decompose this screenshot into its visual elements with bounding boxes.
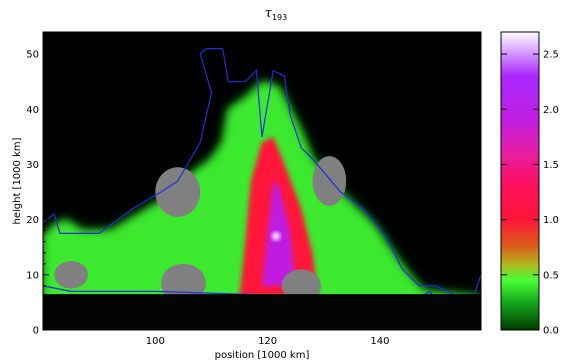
y-tick-label-10: 10 xyxy=(26,270,39,281)
colorbar-tick-label-1: 0.5 xyxy=(543,270,559,281)
y-tick-label-20: 20 xyxy=(26,215,39,226)
y-tick-label-50: 50 xyxy=(26,50,39,61)
x-axis-ticks: 100 120 140 xyxy=(42,32,465,347)
chart-title: τ193 xyxy=(265,6,287,22)
colorbar: 0.0 0.5 1.0 1.5 2.0 2.5 xyxy=(500,31,559,337)
contour-upper xyxy=(43,47,481,304)
x-tick-label-140: 140 xyxy=(370,336,389,347)
y-axis-label: height [1000 km] xyxy=(12,137,23,224)
plot-area: 100 120 140 0 10 20 30 40 50 xyxy=(26,31,482,347)
heatmap-layer xyxy=(43,81,481,330)
y-tick-label-30: 30 xyxy=(26,160,39,171)
colorbar-tick-label-0: 0.0 xyxy=(543,326,559,337)
y-tick-label-0: 0 xyxy=(33,326,39,337)
title-subscript: 193 xyxy=(272,13,287,22)
colorbar-ticks: 0.0 0.5 1.0 1.5 2.0 2.5 xyxy=(501,50,559,337)
x-tick-label-120: 120 xyxy=(258,336,277,347)
noise-floor xyxy=(43,294,481,330)
colorbar-tick-label-5: 2.5 xyxy=(543,50,559,61)
y-tick-label-40: 40 xyxy=(26,105,39,116)
title-symbol: τ xyxy=(265,6,273,21)
colorbar-tick-label-2: 1.0 xyxy=(543,215,559,226)
colorbar-tick-label-4: 2.0 xyxy=(543,105,559,116)
plot-frame xyxy=(42,31,482,331)
colorbar-bar xyxy=(500,31,540,331)
colorbar-tick-label-3: 1.5 xyxy=(543,160,559,171)
saturated-blob-2 xyxy=(54,261,88,289)
x-tick-label-100: 100 xyxy=(146,336,165,347)
x-axis-label: position [1000 km] xyxy=(215,350,310,361)
peak-point xyxy=(272,232,281,241)
y-axis-ticks: 0 10 20 30 40 50 xyxy=(26,31,481,337)
saturated-blob-1 xyxy=(312,156,347,206)
saturated-blob-0 xyxy=(155,167,201,217)
